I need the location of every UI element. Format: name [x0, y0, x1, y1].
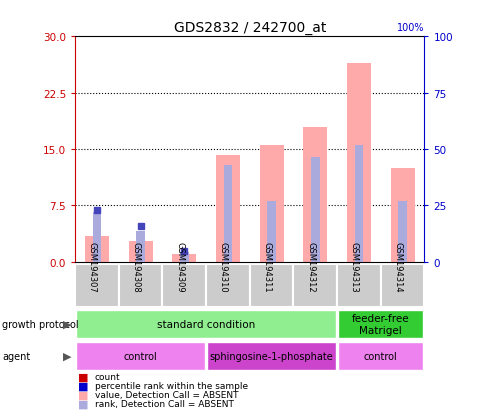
Text: ■: ■	[77, 381, 88, 391]
Text: GSM194312: GSM194312	[305, 241, 315, 292]
Bar	[267, 202, 275, 262]
Text: GSM194311: GSM194311	[262, 241, 271, 292]
Bar	[338, 342, 422, 370]
Text: control: control	[363, 351, 397, 361]
Bar	[136, 232, 145, 262]
Text: GSM194310: GSM194310	[218, 241, 227, 292]
Bar	[85, 236, 109, 262]
Bar	[162, 264, 206, 308]
Text: ▶: ▶	[63, 351, 72, 361]
Text: GSM194307: GSM194307	[88, 241, 97, 292]
Bar	[223, 166, 232, 262]
Bar	[354, 145, 363, 262]
Text: ■: ■	[77, 399, 88, 409]
Bar	[336, 264, 380, 308]
Text: GSM194309: GSM194309	[175, 241, 184, 292]
Text: GSM194314: GSM194314	[393, 241, 402, 292]
Bar	[95, 240, 99, 262]
Bar	[302, 127, 327, 262]
Bar	[346, 64, 370, 262]
Bar	[397, 202, 406, 262]
Text: ■: ■	[77, 390, 88, 400]
Text: rank, Detection Call = ABSENT: rank, Detection Call = ABSENT	[94, 399, 233, 408]
Text: feeder-free
Matrigel: feeder-free Matrigel	[351, 313, 408, 335]
Bar	[249, 264, 293, 308]
Bar	[259, 146, 283, 262]
Bar	[128, 241, 152, 262]
Bar	[180, 252, 188, 262]
Text: standard condition: standard condition	[157, 319, 255, 329]
Text: 100%: 100%	[396, 23, 424, 33]
Text: percentile rank within the sample: percentile rank within the sample	[94, 381, 247, 390]
Bar	[92, 213, 101, 262]
Bar	[310, 158, 319, 262]
Bar	[76, 342, 204, 370]
Text: count: count	[94, 372, 120, 381]
Text: GSM194308: GSM194308	[131, 241, 140, 292]
Bar	[390, 169, 414, 262]
Text: agent: agent	[2, 351, 30, 361]
Text: growth protocol: growth protocol	[2, 319, 79, 329]
Text: value, Detection Call = ABSENT: value, Detection Call = ABSENT	[94, 390, 238, 399]
Bar	[215, 156, 240, 262]
Bar	[206, 264, 249, 308]
Bar	[172, 255, 196, 262]
Bar	[293, 264, 336, 308]
Text: ▶: ▶	[63, 319, 72, 329]
Bar	[138, 247, 142, 262]
Bar	[119, 264, 162, 308]
Title: GDS2832 / 242700_at: GDS2832 / 242700_at	[173, 21, 325, 35]
Bar	[76, 310, 335, 338]
Bar	[380, 264, 424, 308]
Text: ■: ■	[77, 372, 88, 382]
Text: GSM194313: GSM194313	[349, 241, 358, 292]
Text: sphingosine-1-phosphate: sphingosine-1-phosphate	[209, 351, 333, 361]
Text: control: control	[123, 351, 157, 361]
Bar	[338, 310, 422, 338]
Bar	[75, 264, 119, 308]
Bar	[207, 342, 335, 370]
